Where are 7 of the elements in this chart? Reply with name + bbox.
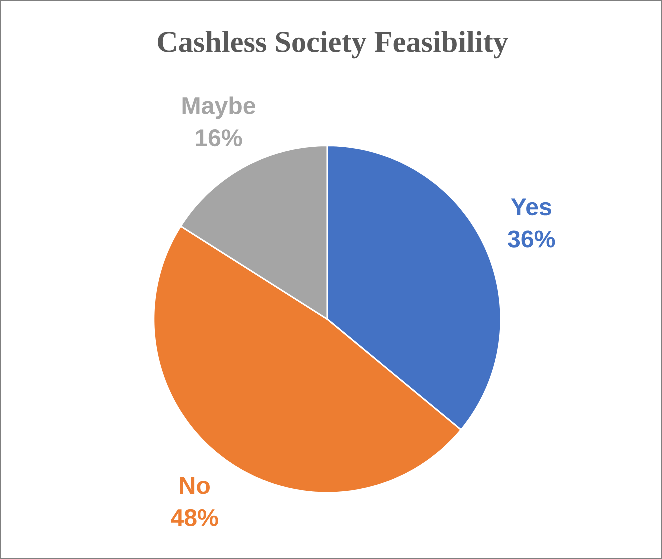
data-label: 48% [171,509,218,526]
data-label: 36% [508,230,556,248]
slice-label: No [180,477,210,494]
slice-label: Maybe [182,96,256,120]
slice-label: Yes [511,198,552,216]
data-label: 16% [196,129,242,147]
chart-title: Cashless Society Feasibility [158,31,508,59]
